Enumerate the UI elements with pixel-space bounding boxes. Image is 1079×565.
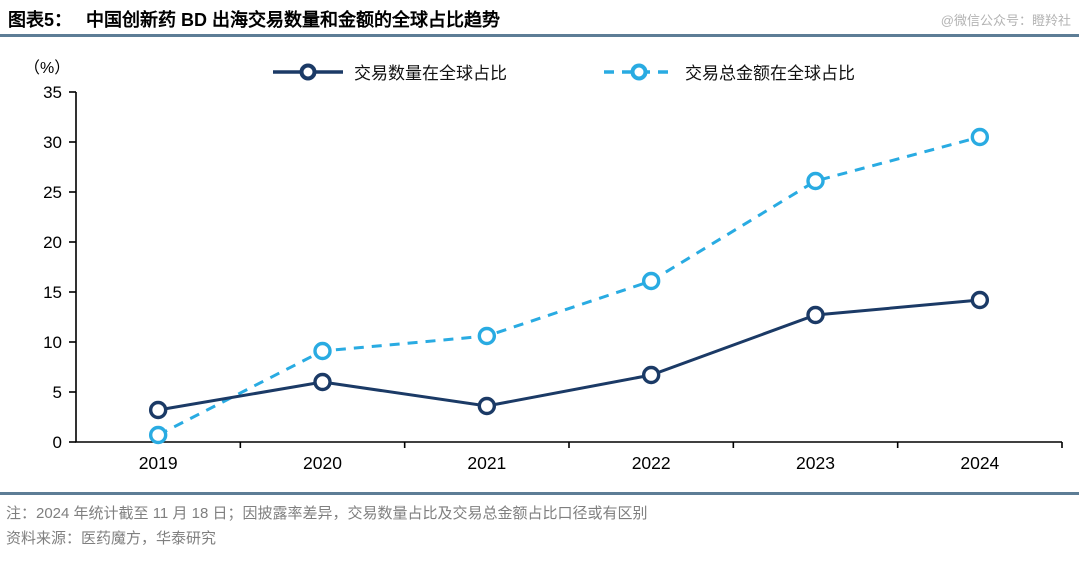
y-tick-label: 35 xyxy=(43,83,62,102)
data-point-marker xyxy=(970,290,990,310)
x-tick-label: 2024 xyxy=(960,453,999,473)
series-line-交易总金额在全球占比 xyxy=(157,135,981,437)
chart-legend: 交易数量在全球占比 交易总金额在全球占比 xyxy=(272,59,855,84)
data-point-marker xyxy=(477,326,497,346)
data-point-marker xyxy=(806,171,825,191)
y-tick-label: 0 xyxy=(53,433,62,452)
chart-title-prefix: 图表5： xyxy=(8,10,73,30)
legend-swatch-icon xyxy=(273,63,343,80)
data-point-marker xyxy=(806,305,825,325)
data-point-marker xyxy=(148,400,168,420)
data-point-marker xyxy=(641,271,661,291)
chart-footnotes: 注：2024 年统计截至 11 月 18 日；因披露率差异，交易数量占比及交易总… xyxy=(6,501,1073,551)
x-tick-label: 2022 xyxy=(632,453,671,473)
footnote-source: 资料来源：医药魔方，华泰研究 xyxy=(6,530,217,547)
watermark-wechat: @微信公众号：瞪羚社 xyxy=(940,13,1071,28)
data-point-marker xyxy=(313,341,332,361)
data-point-marker xyxy=(148,425,168,445)
chart-title: 图表5： 中国创新药 BD 出海交易数量和金额的全球占比趋势 xyxy=(8,6,500,32)
legend-label: 交易总金额在全球占比 xyxy=(685,64,855,83)
x-tick-label: 2020 xyxy=(303,453,342,473)
y-tick-label: 20 xyxy=(43,233,62,252)
x-tick-label: 2023 xyxy=(796,453,835,473)
legend-item-交易数量在全球占比: 交易数量在全球占比 xyxy=(272,59,507,84)
title-separator-line xyxy=(0,34,1079,37)
data-point-marker xyxy=(970,127,990,147)
data-point-marker xyxy=(313,372,332,392)
y-tick-label: 25 xyxy=(43,183,62,202)
footer-separator-line xyxy=(0,492,1079,495)
y-tick-label: 5 xyxy=(53,383,62,402)
x-tick-label: 2021 xyxy=(467,453,506,473)
legend-swatch-icon xyxy=(604,63,674,80)
y-tick-label: 10 xyxy=(43,333,62,352)
chart-title-text: 中国创新药 BD 出海交易数量和金额的全球占比趋势 xyxy=(86,10,501,30)
data-point-marker xyxy=(641,365,661,385)
legend-label: 交易数量在全球占比 xyxy=(354,64,507,83)
x-tick-label: 2019 xyxy=(139,453,178,473)
y-tick-label: 30 xyxy=(43,133,62,152)
data-point-marker xyxy=(477,396,497,416)
legend-item-交易总金额在全球占比: 交易总金额在全球占比 xyxy=(603,59,855,84)
footnote-note: 注：2024 年统计截至 11 月 18 日；因披露率差异，交易数量占比及交易总… xyxy=(6,505,648,522)
y-tick-label: 15 xyxy=(43,283,62,302)
y-axis-unit-label: （%） xyxy=(24,60,71,77)
series-line-交易数量在全球占比 xyxy=(157,298,980,412)
